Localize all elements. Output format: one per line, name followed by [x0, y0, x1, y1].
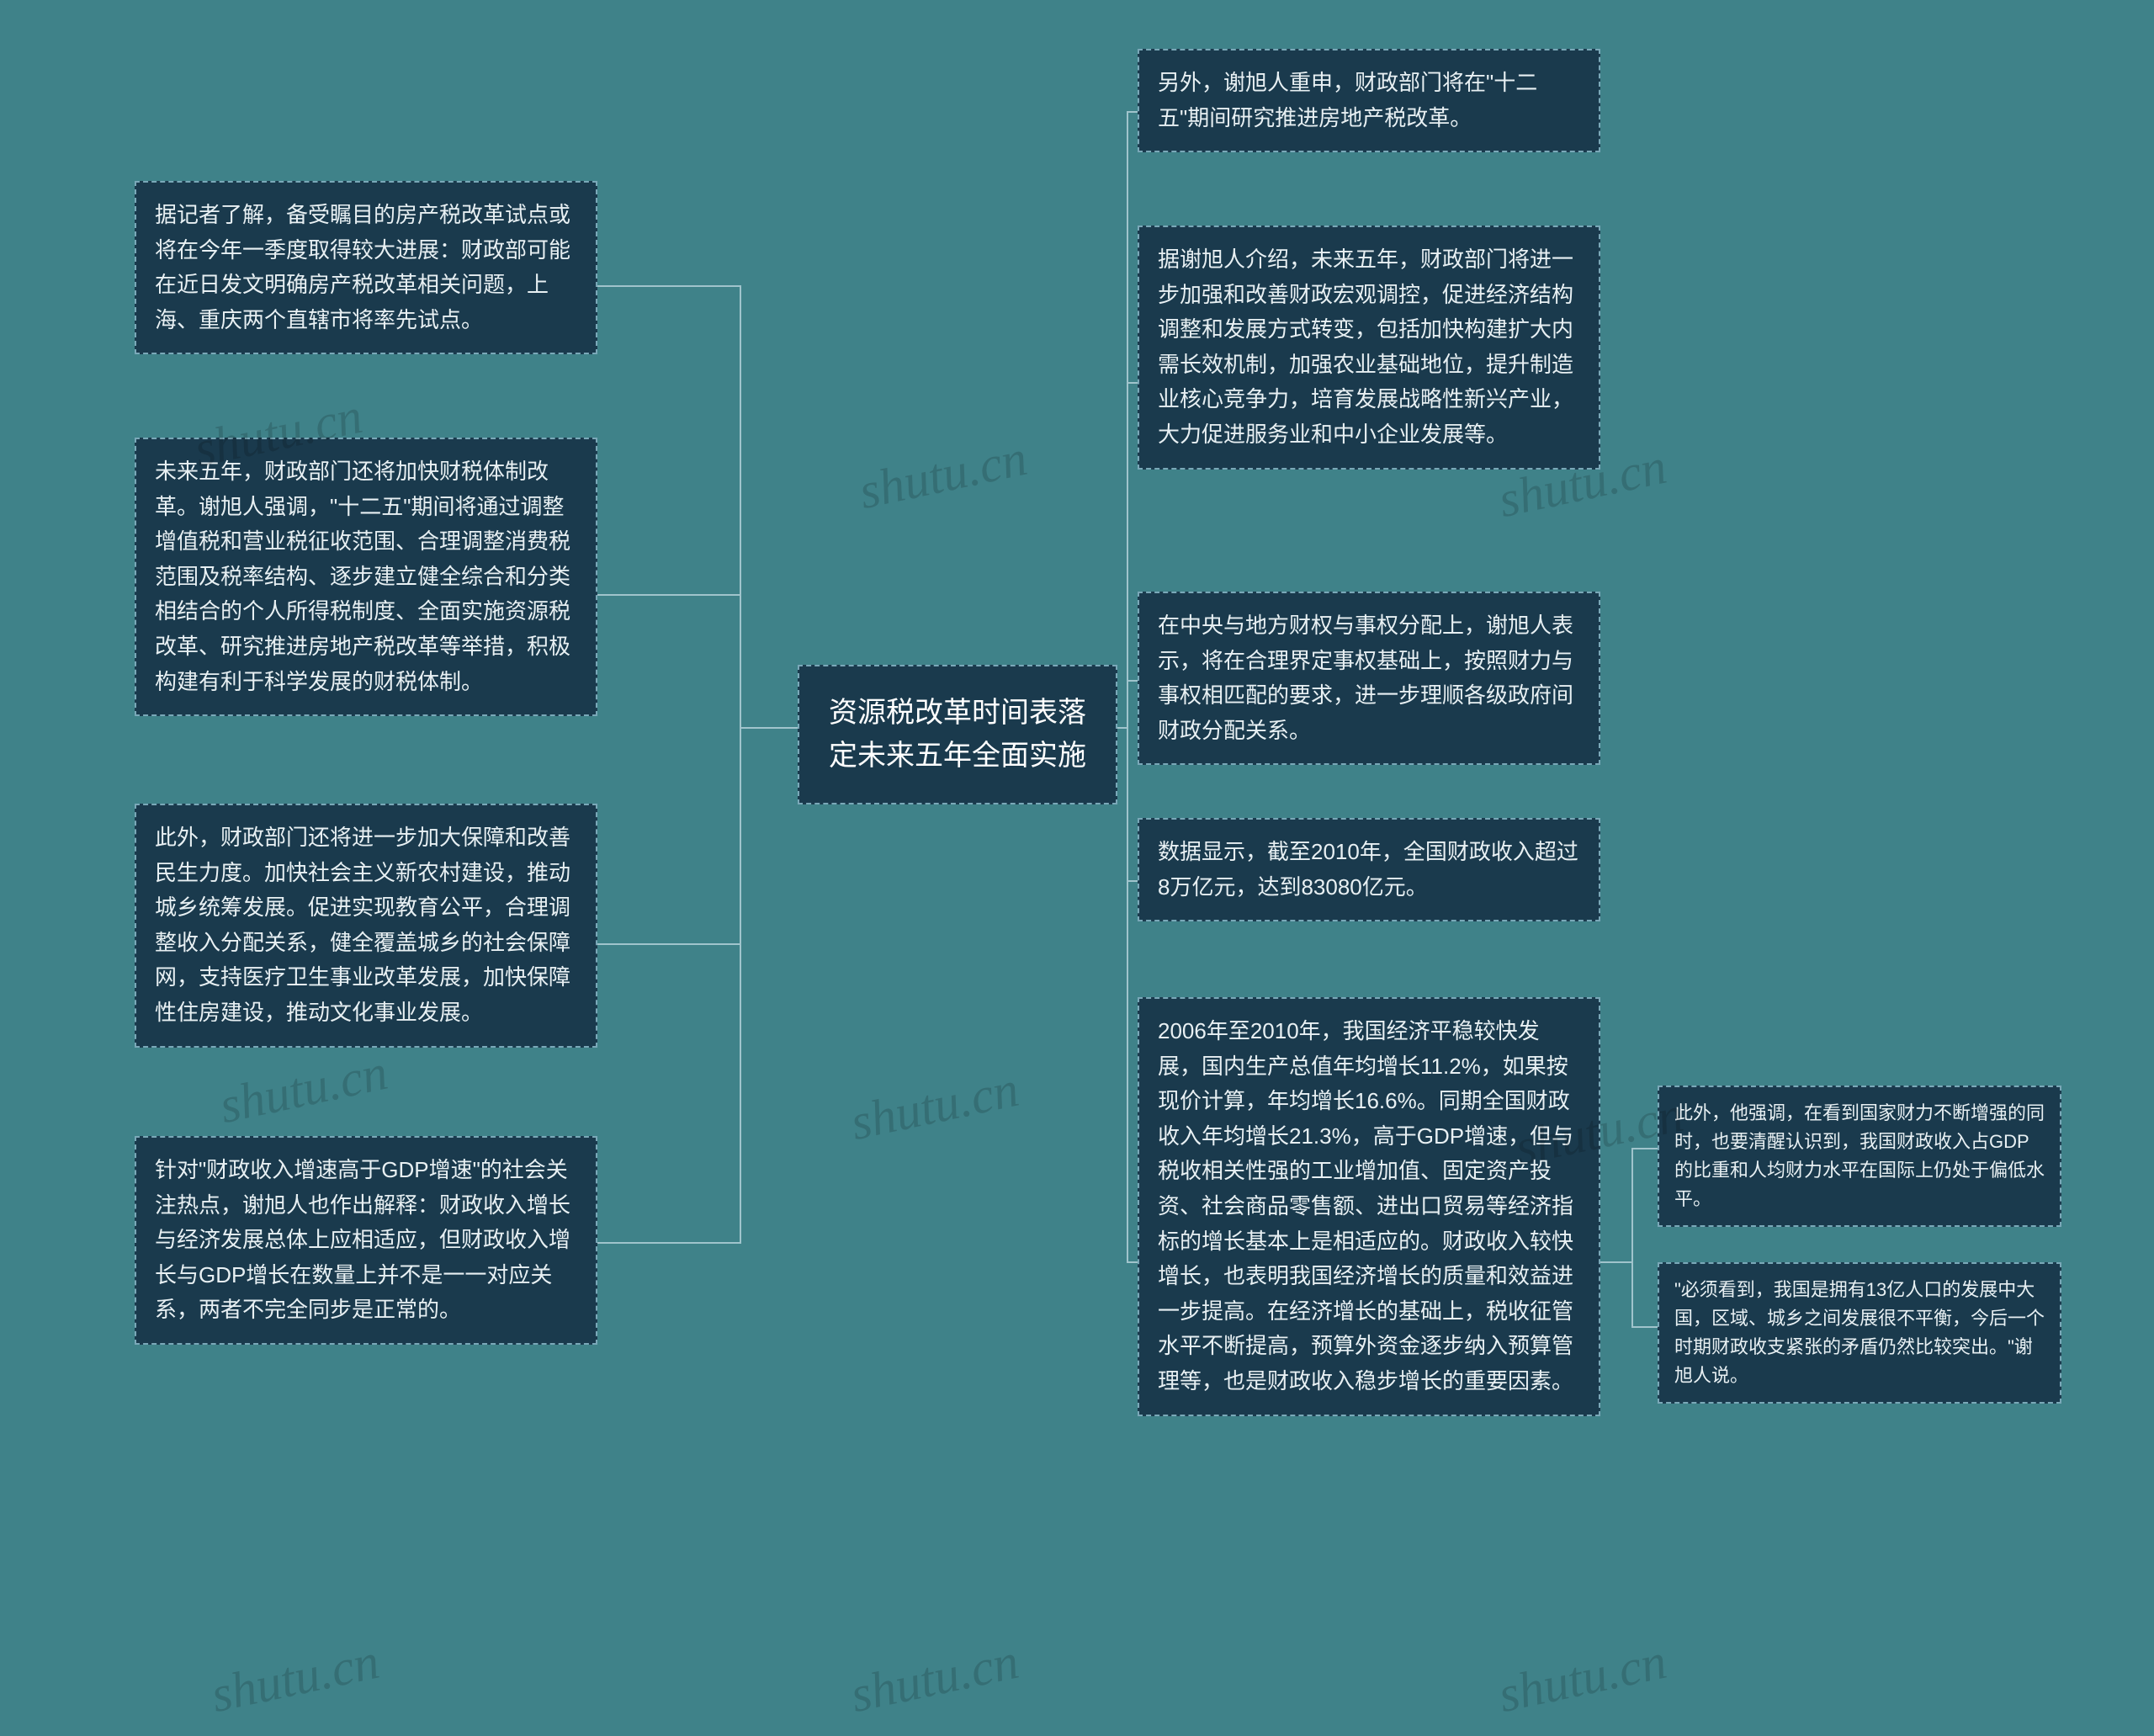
- watermark: shutu.cn: [206, 1632, 385, 1724]
- watermark: shutu.cn: [846, 1060, 1024, 1152]
- right-node-4: 数据显示，截至2010年，全国财政收入超过8万亿元，达到83080亿元。: [1138, 818, 1600, 921]
- right-node-1: 另外，谢旭人重申，财政部门将在"十二五"期间研究推进房地产税改革。: [1138, 49, 1600, 152]
- right-node-5-child-2: "必须看到，我国是拥有13亿人口的发展中大国，区域、城乡之间发展很不平衡，今后一…: [1658, 1262, 2061, 1404]
- left-node-4: 针对"财政收入增速高于GDP增速"的社会关注热点，谢旭人也作出解释：财政收入增长…: [135, 1136, 597, 1345]
- left-node-3: 此外，财政部门还将进一步加大保障和改善民生力度。加快社会主义新农村建设，推动城乡…: [135, 804, 597, 1048]
- right-node-5-child-1: 此外，他强调，在看到国家财力不断增强的同时，也要清醒认识到，我国财政收入占GDP…: [1658, 1086, 2061, 1227]
- right-node-3: 在中央与地方财权与事权分配上，谢旭人表示，将在合理界定事权基础上，按照财力与事权…: [1138, 592, 1600, 765]
- left-node-1: 据记者了解，备受瞩目的房产税改革试点或将在今年一季度取得较大进展：财政部可能在近…: [135, 181, 597, 354]
- center-node: 资源税改革时间表落定未来五年全面实施: [798, 665, 1117, 804]
- watermark: shutu.cn: [215, 1043, 393, 1135]
- left-node-2: 未来五年，财政部门还将加快财税体制改革。谢旭人强调，"十二五"期间将通过调整增值…: [135, 438, 597, 716]
- watermark: shutu.cn: [846, 1632, 1024, 1724]
- watermark: shutu.cn: [854, 429, 1032, 521]
- watermark: shutu.cn: [1493, 1632, 1672, 1724]
- right-node-2: 据谢旭人介绍，未来五年，财政部门将进一步加强和改善财政宏观调控，促进经济结构调整…: [1138, 226, 1600, 470]
- right-node-5: 2006年至2010年，我国经济平稳较快发展，国内生产总值年均增长11.2%，如…: [1138, 997, 1600, 1416]
